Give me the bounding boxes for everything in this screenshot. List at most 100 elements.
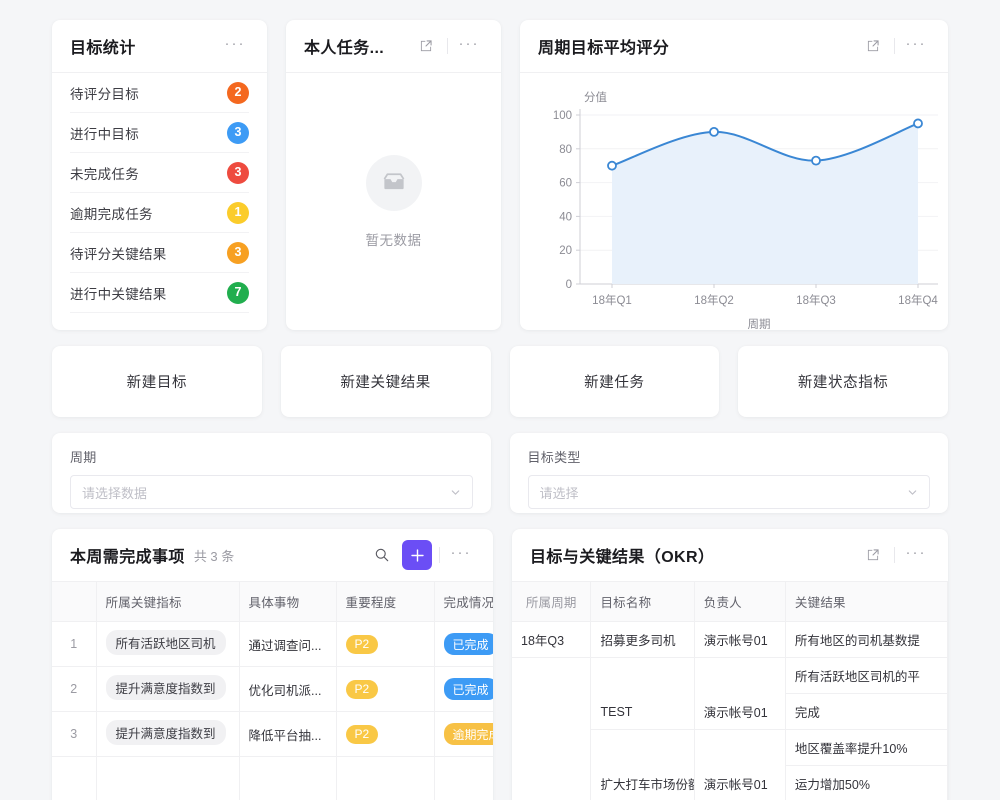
svg-text:18年Q3: 18年Q3 xyxy=(796,293,836,307)
column-header: 重要程度 xyxy=(336,582,435,622)
ellipsis-icon[interactable]: ··· xyxy=(224,35,246,52)
ellipsis-icon[interactable]: ··· xyxy=(905,544,927,561)
okr-table-scroll[interactable]: 所属周期 目标名称 负责人 关键结果 18年Q3 招募更多司机 演示帐号01 所有地区的司机基… xyxy=(512,582,948,800)
external-link-icon[interactable] xyxy=(859,541,887,569)
owner-cell xyxy=(694,657,786,694)
my-tasks-card: 本人任务... ··· xyxy=(286,20,501,330)
key-result-cell: 完成 xyxy=(785,693,948,730)
chevron-down-icon xyxy=(450,487,461,498)
filter-select-value: 请选择数据 xyxy=(82,485,148,501)
stat-row[interactable]: 未完成任务 3 xyxy=(70,153,249,193)
action-button-2[interactable]: 新建关键结果 xyxy=(280,346,491,417)
table-row[interactable]: 1 所有活跃地区司机 通过调查问... P2 已完成 xyxy=(52,621,493,667)
table-header-row: 所属周期 目标名称 负责人 关键结果 xyxy=(512,582,948,622)
chevron-down-icon xyxy=(907,487,918,498)
thing-cell: 降低平台抽... xyxy=(239,711,337,757)
ellipsis-icon[interactable]: ··· xyxy=(905,35,927,52)
priority-cell: P2 xyxy=(336,711,435,757)
action-button-4[interactable]: 新建状态指标 xyxy=(738,346,948,417)
owner-cell xyxy=(694,729,786,766)
table-header-row: 所属关键指标 具体事物 重要程度 完成情况 xyxy=(52,582,493,622)
filter-label: 周期 xyxy=(70,450,97,465)
table-row[interactable]: 地区覆盖率提升10% xyxy=(512,729,948,766)
action-button-3[interactable]: 新建任务 xyxy=(509,346,720,417)
ellipsis-icon[interactable]: ··· xyxy=(458,35,480,52)
svg-text:18年Q1: 18年Q1 xyxy=(592,293,632,307)
row-index: 3 xyxy=(52,711,97,757)
add-todo-button[interactable] xyxy=(402,540,432,570)
todo-table-scroll[interactable]: 所属关键指标 具体事物 重要程度 完成情况 1 所有活跃地区司机 通过调查问... P2 已完成… xyxy=(52,582,493,800)
line-area-chart: 分值 0 20 40 60 80 100 18年Q1 18年Q2 18年Q3 18年Q4 周期 xyxy=(553,91,939,329)
empty-state: 暂无数据 xyxy=(286,73,501,330)
svg-text:100: 100 xyxy=(553,110,572,122)
svg-text:20: 20 xyxy=(559,245,572,257)
period-cell xyxy=(512,729,592,766)
filter-label: 目标类型 xyxy=(527,450,581,465)
period-cell xyxy=(512,693,592,730)
priority-tag: P2 xyxy=(345,634,379,654)
table-row[interactable]: 2 提升满意度指数到 优化司机派... P2 已完成 xyxy=(52,666,493,712)
external-link-icon[interactable] xyxy=(412,32,440,60)
table-row[interactable]: 18年Q3 招募更多司机 演示帐号01 所有地区的司机基数提 xyxy=(512,621,948,658)
key-result-cell: 运力增加50% xyxy=(785,765,948,800)
column-header: 所属关键指标 xyxy=(96,582,240,622)
svg-text:0: 0 xyxy=(566,279,572,291)
owner-cell: 演示帐号01 xyxy=(694,693,786,730)
row-index: 2 xyxy=(52,666,97,712)
key-metric-chip: 所有活跃地区司机 xyxy=(105,630,226,655)
stat-label: 进行中目标 xyxy=(70,126,139,142)
thing-cell: 优化司机派... xyxy=(239,666,337,712)
row-index: 1 xyxy=(52,621,97,667)
svg-text:60: 60 xyxy=(559,178,572,190)
search-icon[interactable] xyxy=(368,541,396,569)
action-button-1[interactable]: 新建目标 xyxy=(52,346,262,417)
priority-tag: P2 xyxy=(345,679,379,699)
header-divider xyxy=(894,38,895,54)
header-divider xyxy=(894,547,895,563)
svg-text:80: 80 xyxy=(559,144,572,156)
stat-row[interactable]: 进行中关键结果 7 xyxy=(70,273,249,313)
priority-cell: P2 xyxy=(336,621,435,667)
filters-row: 周期 请选择数据 目标类型 请选择 xyxy=(52,433,948,513)
key-metric-cell: 提升满意度指数到 xyxy=(96,666,240,712)
owner-cell: 演示帐号01 xyxy=(694,765,786,800)
ellipsis-icon[interactable]: ··· xyxy=(450,544,472,561)
svg-text:18年Q2: 18年Q2 xyxy=(694,293,734,307)
okr-card: 目标与关键结果（OKR） ··· 所属周期 目标名称 负责人 关键结果 18年Q3 招募更… xyxy=(512,529,948,800)
stat-row[interactable]: 进行中目标 3 xyxy=(70,113,249,153)
key-metric-cell: 提升满意度指数到 xyxy=(96,711,240,757)
stat-row[interactable]: 逾期完成任务 1 xyxy=(70,193,249,233)
table-row[interactable]: TEST 演示帐号01 完成 xyxy=(512,693,948,730)
column-header: 具体事物 xyxy=(239,582,337,622)
column-header: 完成情况 xyxy=(434,582,493,622)
filter-card-2: 目标类型 请选择 xyxy=(509,433,948,513)
filter-select[interactable]: 请选择数据 xyxy=(70,475,473,509)
objective-cell xyxy=(590,729,695,766)
status-badge: 逾期完成 xyxy=(443,723,493,745)
table-row[interactable]: 所有活跃地区司机的平 xyxy=(512,657,948,694)
status-badge: 已完成 xyxy=(443,678,493,700)
status-cell: 逾期完成 xyxy=(434,711,493,757)
external-link-icon[interactable] xyxy=(859,32,887,60)
stat-row[interactable]: 待评分关键结果 3 xyxy=(70,233,249,273)
filter-select[interactable]: 请选择 xyxy=(527,475,930,509)
status-cell: 已完成 xyxy=(434,621,493,667)
objective-cell: 招募更多司机 xyxy=(590,621,695,658)
priority-tag: P2 xyxy=(345,724,379,744)
stat-badge: 2 xyxy=(227,81,249,104)
period-cell xyxy=(512,657,592,694)
filter-card-1: 周期请选择数据 xyxy=(52,433,491,513)
okr-card-title: 目标与关键结果（OKR） xyxy=(530,549,715,566)
objective-cell: 扩大打车市场份额 xyxy=(590,765,695,800)
stat-label: 待评分目标 xyxy=(70,86,139,102)
table-row[interactable]: 扩大打车市场份额 演示帐号01 运力增加50% xyxy=(512,765,948,800)
chart-plot-area: 分值 0 20 40 60 80 100 18年Q1 18年Q2 18年Q3 18年Q4 周期 xyxy=(520,73,948,330)
priority-cell: P2 xyxy=(336,666,435,712)
key-result-cell: 所有活跃地区司机的平 xyxy=(785,657,948,694)
tasks-card-title: 本人任务... xyxy=(304,40,385,57)
stat-row[interactable]: 待评分目标 2 xyxy=(70,73,249,113)
svg-text:分值: 分值 xyxy=(584,91,607,104)
stats-list: 待评分目标 2 进行中目标 3 未完成任务 3 逾期完成任务 1 待评分关键结果 3 进行中关键结果… xyxy=(52,73,267,313)
